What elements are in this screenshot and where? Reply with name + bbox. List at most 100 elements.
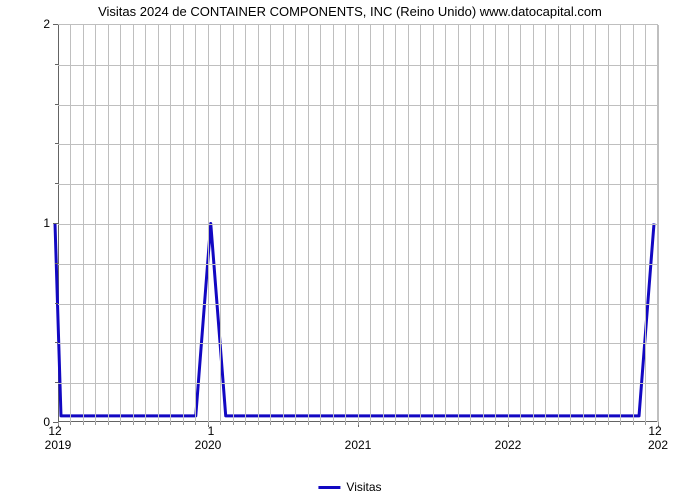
x-minor-tick-mark xyxy=(408,422,409,425)
x-minor-tick-mark xyxy=(283,422,284,425)
gridline-v xyxy=(545,25,546,422)
x-minor-tick-mark xyxy=(208,422,209,425)
x-minor-tick-mark xyxy=(183,422,184,425)
x-minor-tick-mark xyxy=(95,422,96,425)
gridline-v xyxy=(483,25,484,422)
gridline-v xyxy=(358,25,359,422)
x-minor-tick-mark xyxy=(645,422,646,425)
gridline-v xyxy=(333,25,334,422)
gridline-v xyxy=(595,25,596,422)
y-minor-tick-mark xyxy=(55,382,58,383)
x-minor-tick-mark xyxy=(295,422,296,425)
legend-label: Visitas xyxy=(346,480,381,494)
y-tick-label: 2 xyxy=(43,17,50,31)
x-minor-tick-mark xyxy=(108,422,109,425)
x-minor-tick-mark xyxy=(258,422,259,425)
x-minor-tick-mark xyxy=(570,422,571,425)
x-minor-tick-mark xyxy=(545,422,546,425)
x-tick-label-year: 2022 xyxy=(495,438,522,452)
x-tick-label-month: 12 xyxy=(648,424,661,438)
gridline-v xyxy=(120,25,121,422)
gridline-v xyxy=(283,25,284,422)
gridline-v xyxy=(470,25,471,422)
x-tick-label-month: 1 xyxy=(208,424,215,438)
y-minor-tick-mark xyxy=(55,223,58,224)
x-minor-tick-mark xyxy=(595,422,596,425)
gridline-v xyxy=(270,25,271,422)
x-minor-tick-mark xyxy=(133,422,134,425)
x-minor-tick-mark xyxy=(483,422,484,425)
y-minor-tick-mark xyxy=(55,342,58,343)
gridline-v xyxy=(220,25,221,422)
gridline-v xyxy=(520,25,521,422)
gridline-v xyxy=(458,25,459,422)
x-minor-tick-mark xyxy=(395,422,396,425)
x-minor-tick-mark xyxy=(620,422,621,425)
chart-legend: Visitas xyxy=(318,480,381,494)
x-minor-tick-mark xyxy=(658,422,659,425)
gridline-v xyxy=(433,25,434,422)
x-tick-label-year: 2019 xyxy=(45,438,72,452)
y-tick-label: 1 xyxy=(43,216,50,230)
gridline-v xyxy=(320,25,321,422)
x-tick-label-year: 2020 xyxy=(195,438,222,452)
x-minor-tick-mark xyxy=(533,422,534,425)
gridline-v xyxy=(133,25,134,422)
y-minor-tick-mark xyxy=(55,263,58,264)
chart-title: Visitas 2024 de CONTAINER COMPONENTS, IN… xyxy=(0,4,700,19)
x-minor-tick-mark xyxy=(458,422,459,425)
gridline-v xyxy=(558,25,559,422)
x-minor-tick-mark xyxy=(633,422,634,425)
gridline-v xyxy=(570,25,571,422)
gridline-v xyxy=(245,25,246,422)
x-minor-tick-mark xyxy=(583,422,584,425)
gridline-v xyxy=(158,25,159,422)
gridline-v xyxy=(383,25,384,422)
gridline-v xyxy=(345,25,346,422)
x-minor-tick-mark xyxy=(608,422,609,425)
x-minor-tick-mark xyxy=(320,422,321,425)
gridline-v xyxy=(170,25,171,422)
gridline-v xyxy=(370,25,371,422)
y-minor-tick-mark xyxy=(55,183,58,184)
x-minor-tick-mark xyxy=(308,422,309,425)
gridline-v xyxy=(608,25,609,422)
x-minor-tick-mark xyxy=(333,422,334,425)
x-minor-tick-mark xyxy=(145,422,146,425)
x-minor-tick-mark xyxy=(245,422,246,425)
x-minor-tick-mark xyxy=(508,422,509,425)
x-minor-tick-mark xyxy=(420,422,421,425)
gridline-v xyxy=(183,25,184,422)
gridline-v xyxy=(620,25,621,422)
x-minor-tick-mark xyxy=(220,422,221,425)
x-minor-tick-mark xyxy=(233,422,234,425)
legend-swatch xyxy=(318,486,340,489)
gridline-v xyxy=(420,25,421,422)
gridline-v xyxy=(258,25,259,422)
gridline-v xyxy=(633,25,634,422)
gridline-v xyxy=(70,25,71,422)
x-tick-label-month: 12 xyxy=(48,424,61,438)
x-minor-tick-mark xyxy=(158,422,159,425)
gridline-v xyxy=(95,25,96,422)
y-minor-tick-mark xyxy=(55,104,58,105)
y-minor-tick-mark xyxy=(55,24,58,25)
x-minor-tick-mark xyxy=(120,422,121,425)
gridline-v xyxy=(658,25,659,422)
gridline-v xyxy=(208,25,209,422)
y-minor-tick-mark xyxy=(55,64,58,65)
gridline-v xyxy=(583,25,584,422)
x-minor-tick-mark xyxy=(70,422,71,425)
gridline-v xyxy=(108,25,109,422)
y-minor-tick-mark xyxy=(55,303,58,304)
gridline-v xyxy=(645,25,646,422)
x-minor-tick-mark xyxy=(358,422,359,425)
x-minor-tick-mark xyxy=(370,422,371,425)
x-minor-tick-mark xyxy=(470,422,471,425)
gridline-v xyxy=(395,25,396,422)
gridline-v xyxy=(195,25,196,422)
x-minor-tick-mark xyxy=(383,422,384,425)
gridline-v xyxy=(233,25,234,422)
x-tick-label-year: 2021 xyxy=(345,438,372,452)
gridline-v xyxy=(408,25,409,422)
